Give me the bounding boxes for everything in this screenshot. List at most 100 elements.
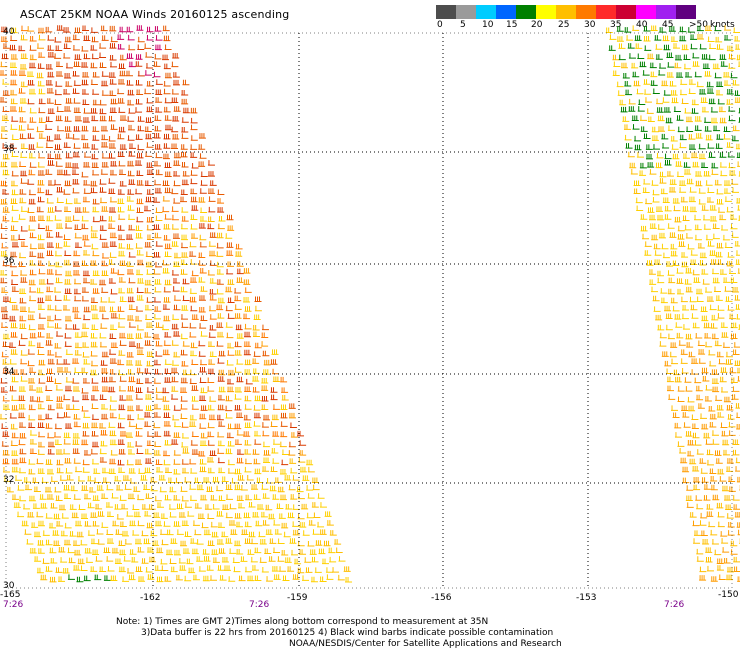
wind-barb — [18, 386, 26, 392]
wind-barb — [723, 188, 731, 194]
wind-barb — [110, 450, 118, 456]
wind-barb — [74, 207, 82, 213]
wind-barb — [19, 70, 27, 76]
wind-barb — [49, 576, 57, 583]
wind-barb — [64, 180, 72, 187]
wind-barb — [732, 187, 740, 193]
legend-color-cell — [656, 5, 676, 19]
wind-barb — [685, 268, 693, 274]
wind-barb — [678, 241, 686, 247]
wind-barb — [721, 430, 729, 437]
wind-barb — [135, 315, 143, 322]
wind-barb — [209, 324, 217, 331]
wind-barb — [146, 169, 154, 175]
wind-barb — [90, 62, 98, 69]
wind-barb — [73, 414, 81, 420]
wind-barb — [290, 432, 298, 438]
wind-barb — [117, 189, 125, 195]
wind-barb — [730, 214, 738, 220]
wind-barb — [208, 196, 216, 202]
wind-barb — [109, 458, 117, 465]
wind-barb — [645, 144, 653, 150]
wind-barb — [262, 369, 270, 375]
wind-barb — [721, 332, 729, 338]
wind-barb — [73, 269, 81, 276]
wind-barb — [265, 504, 273, 511]
wind-barb — [289, 538, 297, 544]
wind-barb — [666, 261, 674, 267]
wind-barb — [198, 340, 206, 347]
wind-barb — [254, 468, 262, 475]
wind-barb — [225, 395, 233, 402]
wind-barb — [305, 567, 313, 573]
wind-barb — [708, 54, 716, 61]
wind-barb — [699, 575, 707, 581]
wind-barb — [236, 277, 244, 283]
wind-barb — [653, 243, 661, 250]
wind-barb — [218, 548, 226, 554]
wind-barb — [310, 576, 318, 583]
wind-barb — [101, 242, 109, 248]
wind-barb — [717, 313, 725, 319]
wind-barb — [696, 449, 704, 455]
wind-barb — [2, 466, 10, 473]
wind-barb — [146, 269, 154, 275]
lon-label-159: -159 — [287, 593, 308, 603]
wind-barb — [216, 414, 224, 421]
wind-barb — [244, 538, 252, 544]
wind-barb — [664, 360, 672, 367]
wind-barb — [36, 458, 44, 465]
wind-barb — [0, 377, 8, 384]
time-label-middle: 7:26 — [249, 600, 270, 610]
wind-barb — [735, 44, 740, 50]
legend-color-cell — [456, 5, 476, 19]
wind-barb — [135, 441, 143, 447]
wind-barb — [181, 126, 189, 133]
wind-barb — [702, 279, 710, 285]
wind-barb — [63, 412, 71, 418]
wind-barb — [160, 529, 168, 535]
wind-barb — [731, 232, 739, 238]
wind-barb — [65, 62, 73, 69]
wind-barb — [155, 169, 163, 176]
wind-barb — [47, 432, 55, 439]
wind-barb — [261, 422, 269, 428]
wind-barb — [244, 449, 252, 455]
wind-barb — [116, 513, 124, 520]
wind-barb — [65, 468, 73, 474]
wind-barb — [190, 259, 198, 265]
wind-barb — [143, 484, 151, 491]
wind-barb — [642, 70, 650, 76]
wind-barb — [33, 486, 41, 492]
wind-barb — [163, 286, 171, 293]
wind-barb — [1, 53, 9, 60]
wind-barb — [659, 178, 667, 184]
wind-barb — [274, 529, 282, 535]
wind-barb — [87, 530, 95, 536]
wind-barb — [234, 313, 242, 319]
wind-barb — [2, 333, 10, 340]
wind-barb — [244, 386, 252, 392]
wind-barb — [698, 153, 706, 160]
wind-barb — [135, 431, 143, 437]
wind-barb — [28, 198, 36, 205]
wind-barb — [81, 405, 89, 412]
wind-barb — [110, 575, 118, 581]
wind-barb — [264, 548, 272, 555]
wind-barb — [234, 513, 242, 519]
wind-barb — [154, 565, 162, 571]
wind-barb — [263, 457, 271, 463]
wind-barb — [226, 214, 234, 221]
wind-barb — [144, 287, 152, 294]
wind-barb — [644, 250, 652, 256]
wind-barb — [689, 206, 697, 213]
wind-barb — [726, 566, 734, 573]
wind-barb — [91, 144, 99, 150]
wind-barb — [738, 215, 740, 221]
wind-barb — [109, 439, 117, 446]
wind-barb — [736, 367, 740, 374]
wind-barb — [110, 288, 118, 295]
wind-barb — [709, 43, 717, 50]
wind-barb — [136, 349, 144, 356]
wind-barb — [42, 530, 50, 536]
